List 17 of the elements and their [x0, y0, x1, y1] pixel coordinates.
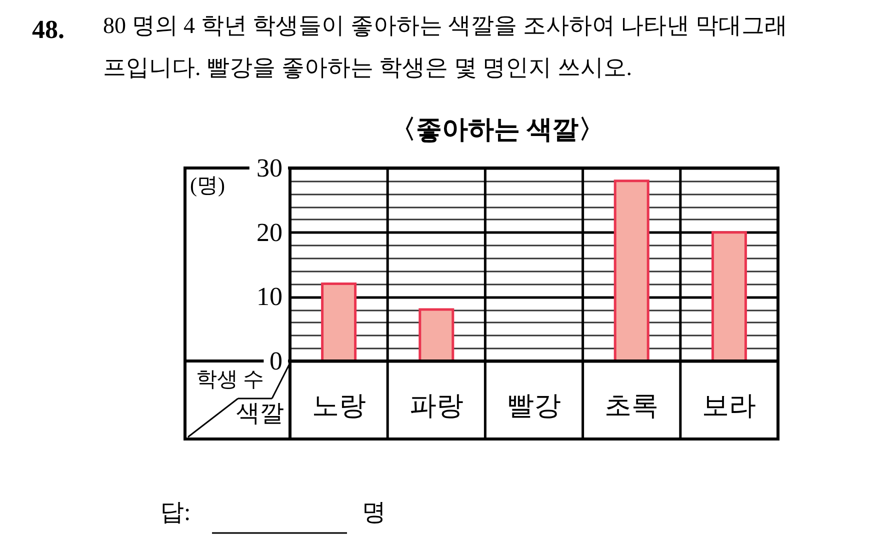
text: 48. — [32, 15, 64, 44]
x-tick-label: 노랑 — [312, 390, 366, 420]
x-tick-label: 빨강 — [507, 390, 561, 420]
x-tick-label: 파랑 — [409, 390, 464, 420]
x-tick-label: 보라 — [702, 390, 756, 420]
x-tick-label: 초록 — [604, 390, 659, 420]
y-tick-label: 0 — [270, 346, 282, 376]
text: 답: — [160, 500, 191, 526]
text: 80 명의 4 학년 학생들이 좋아하는 색깔을 조사하여 나타낸 막대그래 프입니다. 빨강을 좋아하는 학생은 몇 명인지 쓰시오. — [103, 13, 788, 80]
chart-title: 〈좋아하는 색깔〉 — [390, 115, 604, 144]
text: (명) — [190, 173, 225, 197]
y-tick-label: 20 — [256, 218, 282, 247]
x-axis-title: 색깔 — [236, 401, 284, 427]
y-tick-label: 30 — [256, 154, 282, 182]
y-axis-title: 학생 수 — [196, 367, 264, 391]
y-tick-label: 10 — [256, 282, 282, 312]
text: 명 — [362, 500, 386, 526]
